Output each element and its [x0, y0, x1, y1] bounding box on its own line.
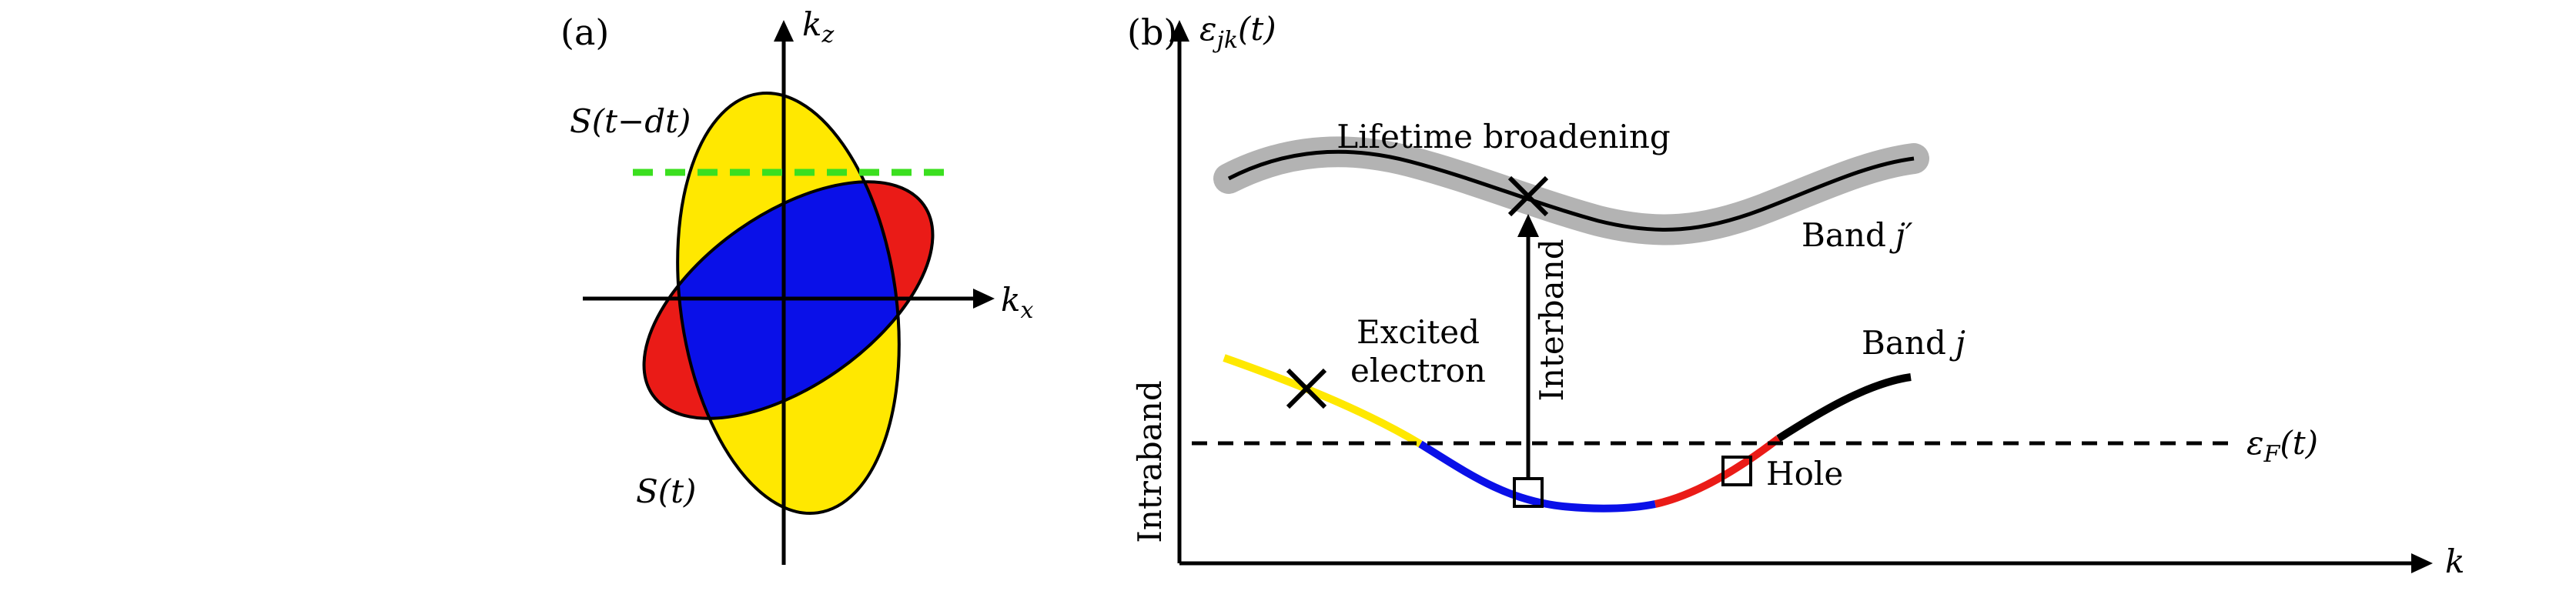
excited-electron-label-line1: Excited	[1357, 313, 1480, 351]
panel-b-tag: (b)	[1127, 12, 1177, 53]
k-axis-arrowhead	[2411, 553, 2433, 573]
upper-band-centerline	[1227, 149, 1915, 232]
ellipse-outline-red	[642, 180, 935, 420]
lower-band-segment-yellow	[1223, 354, 1423, 448]
panel-a: (a) kz kx S(t−dt) S(t)	[560, 5, 1033, 565]
interband-label: Interband	[1533, 239, 1571, 401]
interband-arrowhead	[1517, 214, 1539, 237]
ellipse-outline-yellow	[676, 91, 901, 516]
broadened-state-x-marker	[1507, 175, 1549, 217]
surface-now-label: S(t)	[636, 472, 696, 510]
excited-electron-label-line2: electron	[1350, 352, 1486, 389]
hole-marker-square-right	[1721, 456, 1752, 486]
fermi-level-label: εF(t)	[2246, 424, 2318, 468]
kz-axis-label: kz	[802, 5, 834, 48]
hole-label: Hole	[1766, 455, 1843, 492]
panel-b: (b) εjk(t) k Lifetime broadening Band j′ …	[1127, 10, 2464, 580]
band-lower-label: Band j	[1862, 324, 1965, 362]
lower-band-segment-black	[1776, 373, 1912, 442]
band-upper-label: Band j′	[1802, 216, 1913, 254]
energy-axis-arrowhead	[1169, 20, 1189, 42]
surface-prev-label: S(t−dt)	[570, 102, 691, 140]
lower-band-segment-red	[1654, 436, 1781, 508]
k-axis-label: k	[2445, 543, 2464, 580]
lower-band-segment-blue	[1418, 440, 1656, 513]
energy-axis-label: εjk(t)	[1199, 10, 1276, 54]
kx-axis-label: kx	[1001, 281, 1033, 324]
hole-marker-square-left	[1513, 477, 1544, 508]
lifetime-broadening-label: Lifetime broadening	[1337, 118, 1671, 155]
intraband-label: Intraband	[1131, 380, 1169, 543]
excited-electron-x-marker	[1286, 368, 1327, 409]
panel-a-tag: (a)	[560, 12, 609, 53]
kx-axis-arrowhead	[973, 289, 995, 309]
kz-axis-arrowhead	[774, 20, 794, 42]
